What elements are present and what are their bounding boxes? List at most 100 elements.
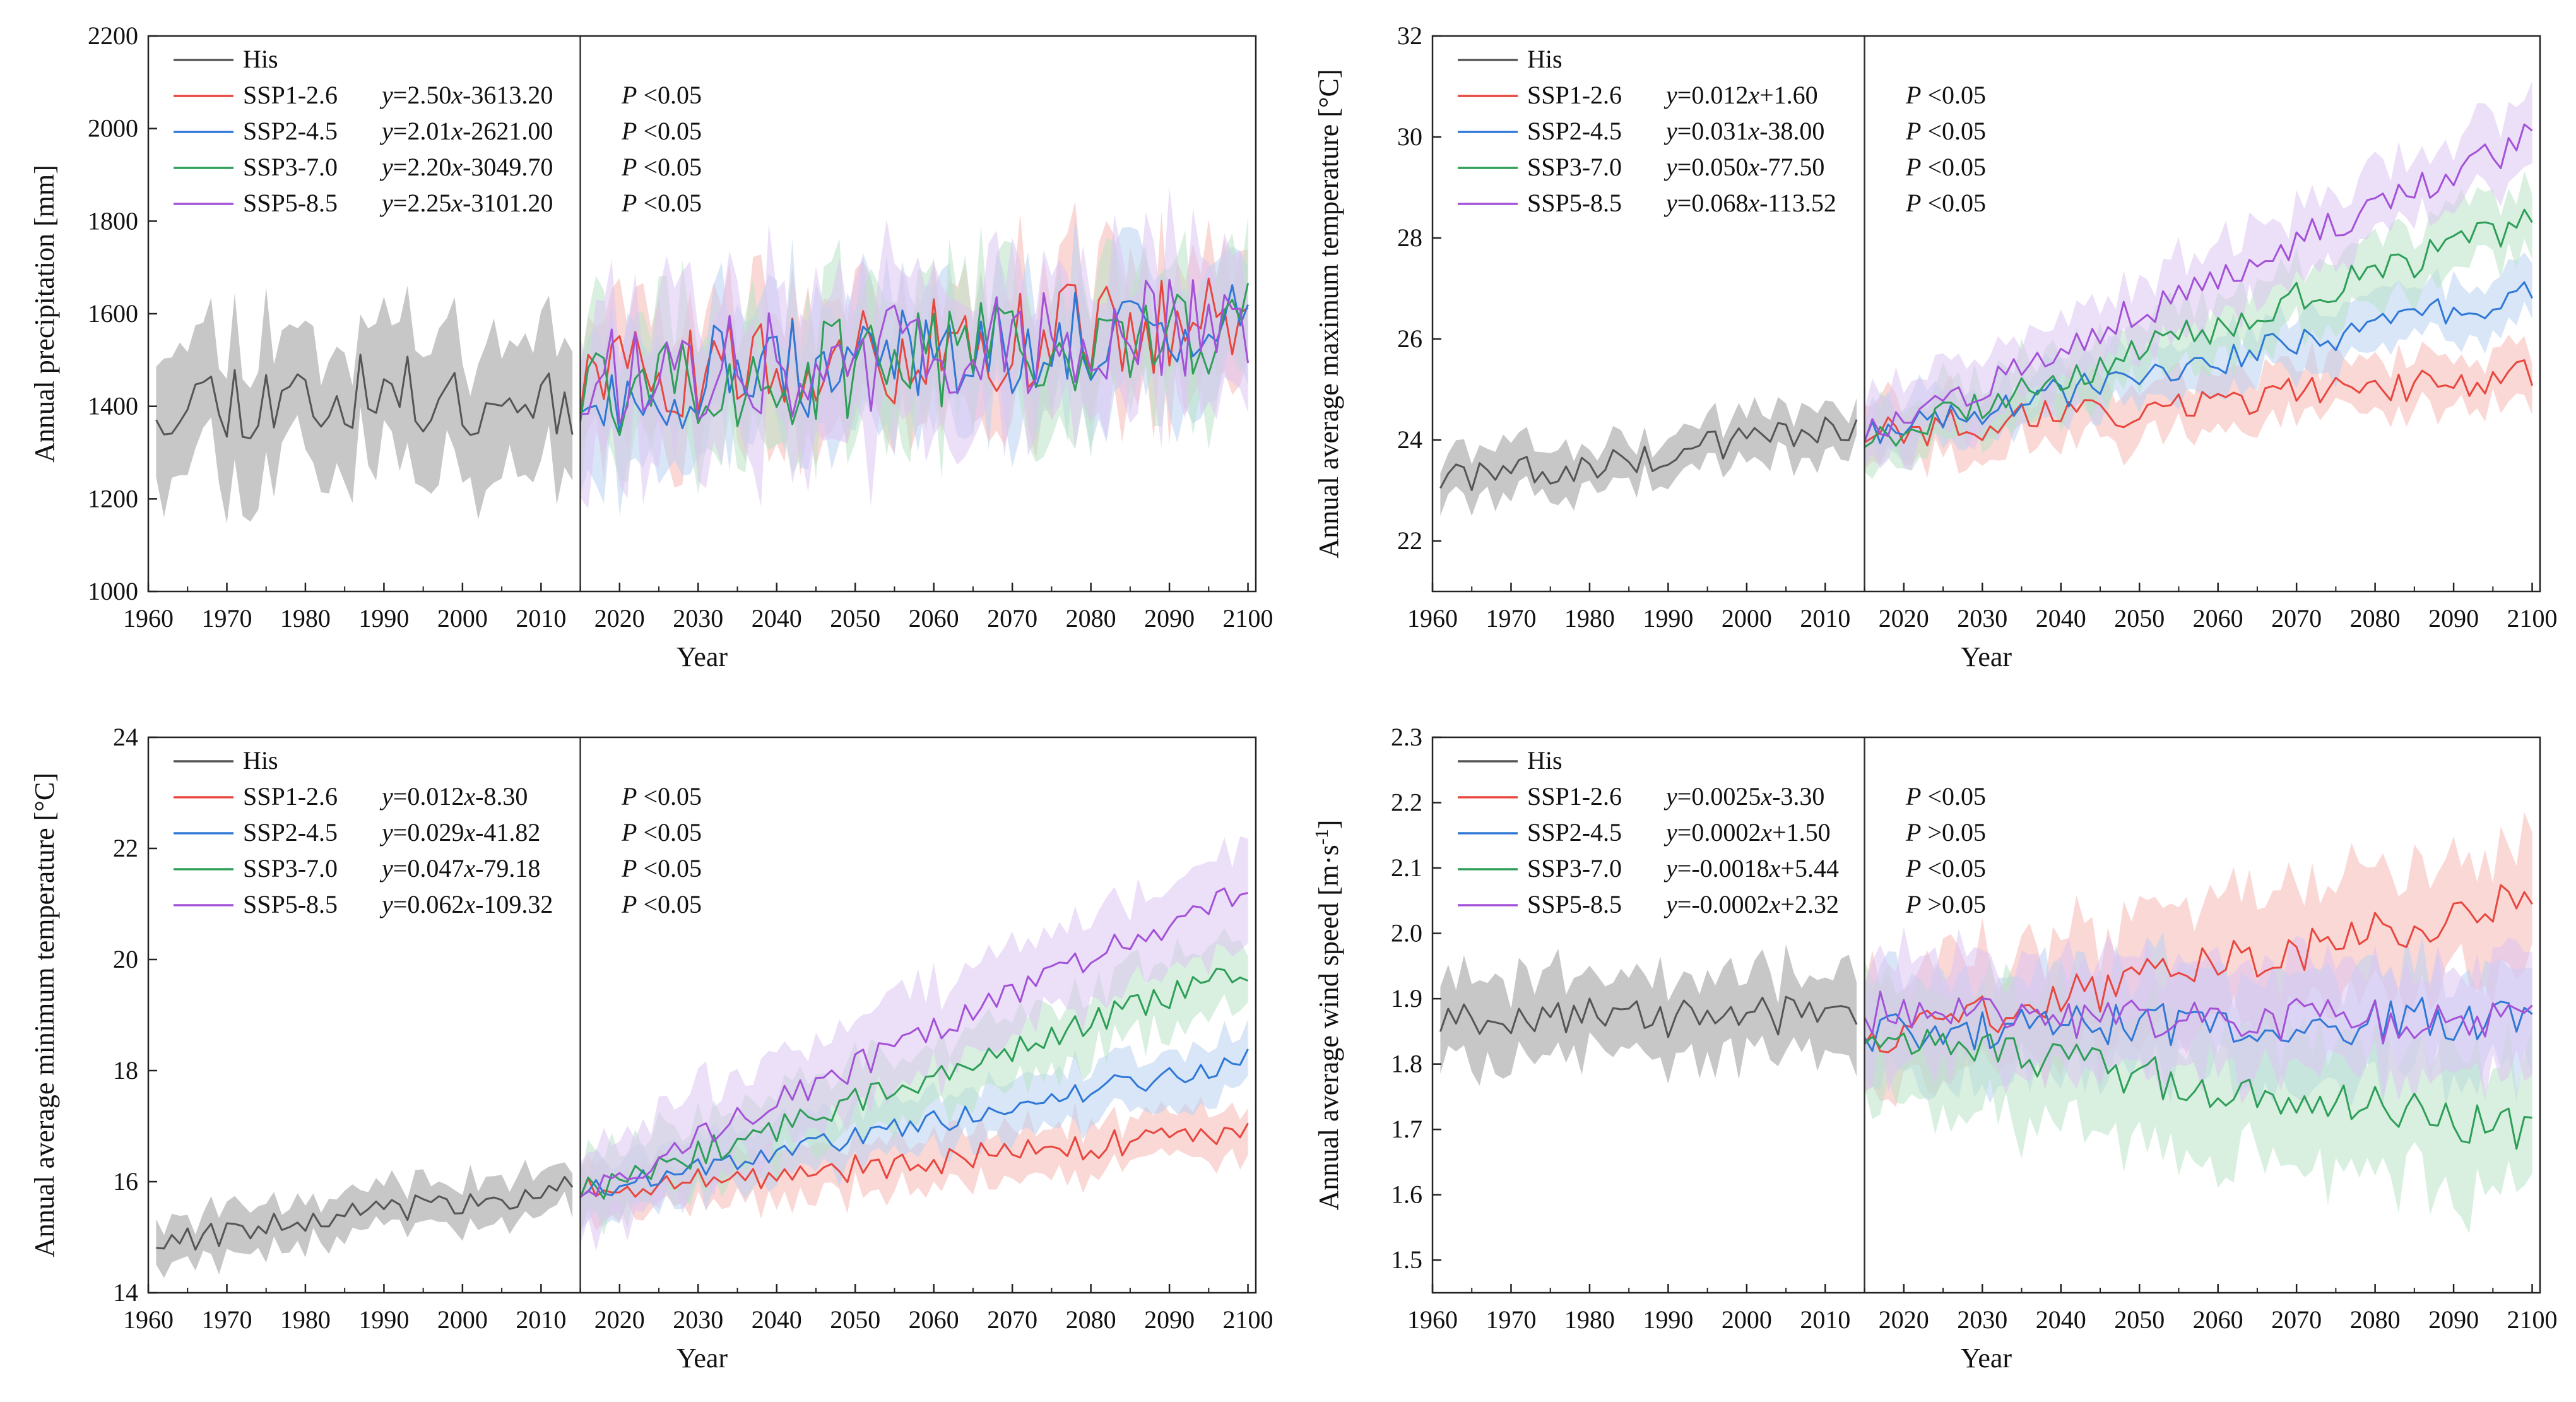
- legend-entry-his: His: [1458, 746, 1563, 775]
- x-tick-label: 2040: [2036, 1305, 2086, 1334]
- series-line-ssp1-2.6: [1864, 359, 2534, 447]
- x-tick-label: 2060: [2193, 604, 2243, 633]
- legend-p-value: P >0.05: [1905, 818, 1986, 847]
- x-tick-label: 1970: [201, 604, 252, 633]
- y-axis-title: Annual average maximum temperature [°C]: [1313, 69, 1344, 558]
- series-line-ssp3-7.0: [1864, 1028, 2532, 1150]
- legend-equation: y=0.012x-8.30: [379, 782, 528, 811]
- x-tick-label: 2060: [909, 604, 959, 633]
- legend-p-value: P <0.05: [621, 854, 702, 882]
- x-tick-label: 2090: [1144, 1305, 1195, 1334]
- plot-frame: [1431, 736, 2541, 1294]
- legend-label: SSP5-8.5: [1527, 890, 1622, 918]
- legend-entry-ssp1-2.6: SSP1-2.6 y=0.0025x-3.30 P <0.05: [1458, 782, 1986, 811]
- x-tick-label: 2010: [1800, 604, 1850, 633]
- series-line-his: [1439, 995, 1858, 1038]
- legend-entry-his: His: [1458, 45, 1563, 73]
- x-tick-label: 2090: [1144, 604, 1195, 633]
- legend-entry-ssp2-4.5: SSP2-4.5 y=0.031x-38.00 P <0.05: [1458, 117, 1986, 145]
- series-line-ssp1-2.6: [1864, 884, 2533, 1054]
- legend-entry-ssp1-2.6: SSP1-2.6 y=0.012x-8.30 P <0.05: [174, 782, 702, 811]
- y-tick-label: 1.6: [1391, 1180, 1422, 1209]
- x-tick-label: 2030: [673, 604, 723, 633]
- min-temperature-panel: 1960 1970 1980 1990 2000 2010 2020 2030 2040 2050…: [29, 723, 1273, 1374]
- y-tick-label: 22: [113, 834, 138, 862]
- wind-speed-panel: 1960 1970 1980 1990 2000 2010 2020 2030 2040 2050…: [1311, 723, 2558, 1374]
- x-tick-label: 2040: [752, 604, 802, 633]
- x-tick-label: 2070: [987, 604, 1037, 633]
- x-tick-label: 1980: [280, 1305, 331, 1334]
- legend-label: SSP5-8.5: [243, 189, 338, 217]
- precipitation-panel: 1960 1970 1980 1990 2000 2010 2020 2030 2040 2050…: [29, 21, 1273, 672]
- y-tick-label: 2.0: [1391, 919, 1422, 948]
- series-line-ssp1-2.6: [579, 277, 1249, 418]
- legend-label: His: [1527, 45, 1563, 73]
- y-tick-label: 2.3: [1391, 723, 1422, 751]
- x-tick-label: 2080: [1066, 604, 1116, 633]
- legend-entry-his: His: [174, 746, 278, 775]
- y-tick-label: 32: [1397, 21, 1422, 50]
- legend-label: SSP3-7.0: [1527, 153, 1622, 181]
- x-tick-label: 2080: [1066, 1305, 1116, 1334]
- series-line-ssp5-8.5: [580, 278, 1250, 424]
- y-tick-label: 1000: [88, 577, 138, 605]
- x-tick-label: 2020: [1879, 1305, 1929, 1334]
- x-tick-label: 2000: [437, 604, 488, 633]
- x-tick-label: 1980: [1564, 1305, 1615, 1334]
- legend-label: His: [243, 746, 278, 775]
- legend-p-value: P <0.05: [1905, 189, 1986, 217]
- legend-p-value: P >0.05: [1905, 890, 1986, 918]
- y-tick-label: 2.2: [1391, 788, 1422, 817]
- legend-label: SSP5-8.5: [1527, 189, 1622, 217]
- x-tick-label: 2080: [2350, 1305, 2401, 1334]
- series-line-ssp1-2.6: [579, 1122, 1249, 1198]
- x-tick-label: 1990: [358, 604, 409, 633]
- legend-label: SSP3-7.0: [243, 153, 338, 181]
- legend-equation: y=0.0025x-3.30: [1663, 782, 1824, 811]
- legend-p-value: P <0.05: [1905, 854, 1986, 882]
- series-line-ssp5-8.5: [1864, 990, 2533, 1045]
- legend-label: SSP3-7.0: [1527, 854, 1622, 882]
- legend-equation: y=0.031x-38.00: [1663, 117, 1824, 145]
- x-tick-label: 2030: [1957, 1305, 2007, 1334]
- legend-p-value: P <0.05: [1905, 117, 1986, 145]
- x-tick-label: 1990: [358, 1305, 409, 1334]
- uncertainty-band-ssp5-8.5: [1864, 927, 2532, 1105]
- legend-p-value: P <0.05: [621, 890, 702, 918]
- y-tick-label: 1800: [88, 206, 138, 235]
- x-tick-label: 2020: [594, 1305, 645, 1334]
- legend-equation: y=0.068x-113.52: [1663, 189, 1836, 217]
- x-tick-label: 2010: [516, 1305, 566, 1334]
- legend-label: SSP1-2.6: [1527, 782, 1622, 811]
- x-tick-label: 2070: [2271, 1305, 2322, 1334]
- y-tick-label: 2200: [88, 21, 138, 50]
- legend-equation: y=2.50x-3613.20: [379, 81, 553, 109]
- x-tick-label: 1990: [1643, 604, 1693, 633]
- x-axis-title: Year: [1961, 1343, 2012, 1374]
- x-tick-label: 2100: [1223, 604, 1273, 633]
- legend-p-value: P <0.05: [621, 81, 702, 109]
- legend-label: SSP2-4.5: [1527, 117, 1622, 145]
- legend-equation: y=0.050x-77.50: [1663, 153, 1824, 181]
- x-tick-label: 1980: [1564, 604, 1615, 633]
- x-tick-label: 2100: [1223, 1305, 1273, 1334]
- series-line-ssp3-7.0: [1864, 208, 2533, 448]
- x-tick-label: 1960: [123, 604, 174, 633]
- series-line-ssp2-4.5: [579, 284, 1250, 434]
- legend-entry-ssp3-7.0: SSP3-7.0 y=0.050x-77.50 P <0.05: [1458, 153, 1986, 181]
- x-tick-label: 2080: [2350, 604, 2401, 633]
- legend-p-value: P <0.05: [621, 117, 702, 145]
- series-line-ssp2-4.5: [1864, 281, 2533, 444]
- x-tick-label: 1960: [1407, 604, 1458, 633]
- series-line-his: [155, 353, 574, 439]
- legend-label: SSP2-4.5: [243, 818, 338, 847]
- series-line-ssp5-8.5: [1864, 123, 2533, 443]
- legend-equation: y=2.25x-3101.20: [379, 189, 553, 217]
- x-tick-label: 2050: [2114, 1305, 2165, 1334]
- legend-equation: y=0.062x-109.32: [379, 890, 553, 918]
- uncertainty-band-ssp5-8.5: [1864, 81, 2532, 471]
- legend-label: SSP3-7.0: [243, 854, 338, 882]
- uncertainty-band-his: [156, 285, 573, 524]
- legend-entry-ssp2-4.5: SSP2-4.5 y=0.029x-41.82 P <0.05: [174, 818, 702, 847]
